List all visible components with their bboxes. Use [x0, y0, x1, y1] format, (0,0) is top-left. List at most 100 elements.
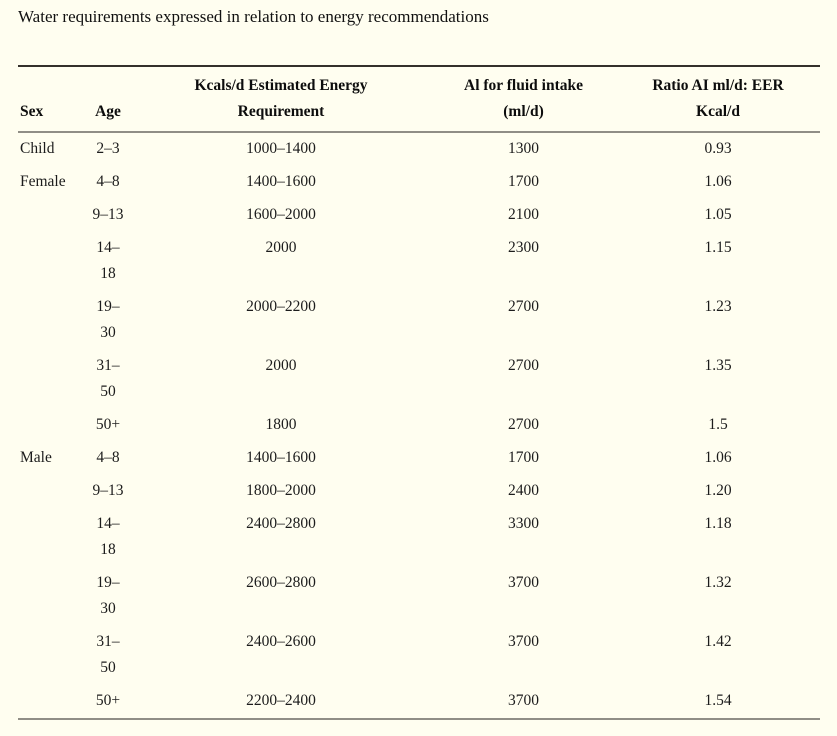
sex-cell — [18, 294, 85, 346]
table-row: 9–13 1800–2000 2400 1.20 — [18, 475, 820, 508]
table-row: 31– 50 2400–2600 3700 1.42 — [18, 626, 820, 685]
table-row: 19– 30 2000–2200 2700 1.23 — [18, 291, 820, 350]
table-row: Child 2–3 1000–1400 1300 0.93 — [18, 133, 820, 166]
header-line: Kcals/d Estimated Energy — [194, 77, 368, 94]
age-cell: 9–13 — [85, 202, 131, 228]
eer-cell: 2400–2800 — [246, 515, 316, 532]
age-line: 30 — [100, 600, 116, 617]
age-line: 9–13 — [92, 482, 124, 499]
ai-cell: 3700 — [508, 574, 539, 591]
ratio-cell: 1.15 — [704, 239, 732, 256]
age-cell: 50+ — [85, 688, 131, 714]
sex-cell — [18, 688, 85, 714]
eer-cell: 1000–1400 — [246, 140, 316, 157]
age-line: 14– — [96, 239, 120, 256]
ratio-cell: 1.32 — [704, 574, 732, 591]
header-line: Al for fluid intake — [464, 77, 583, 94]
column-header-fluid-intake: Al for fluid intake (ml/d) — [431, 73, 616, 125]
page-title: Water requirements expressed in relation… — [18, 7, 489, 26]
ai-cell: 2700 — [508, 416, 539, 433]
sex-cell — [18, 202, 85, 228]
table-body: Child 2–3 1000–1400 1300 0.93 Female 4–8… — [18, 133, 820, 718]
age-line: 19– — [96, 298, 120, 315]
ai-cell: 3300 — [508, 515, 539, 532]
table-row: Male 4–8 1400–1600 1700 1.06 — [18, 442, 820, 475]
age-cell: 19– 30 — [85, 570, 131, 622]
eer-cell: 1600–2000 — [246, 206, 316, 223]
document-page: Water requirements expressed in relation… — [18, 7, 820, 720]
ratio-cell: 1.5 — [708, 416, 728, 433]
age-line: 18 — [100, 265, 116, 282]
age-cell: 19– 30 — [85, 294, 131, 346]
eer-cell: 2000 — [265, 357, 297, 374]
eer-cell: 2200–2400 — [246, 692, 316, 709]
eer-cell: 1800–2000 — [246, 482, 316, 499]
ai-cell: 1700 — [508, 173, 539, 190]
ratio-cell: 1.35 — [704, 357, 732, 374]
header-line: (ml/d) — [503, 103, 544, 120]
sex-cell — [18, 570, 85, 622]
age-cell: 14– 18 — [85, 511, 131, 563]
table-row: 50+ 2200–2400 3700 1.54 — [18, 685, 820, 718]
age-cell: 31– 50 — [85, 629, 131, 681]
age-line: 31– — [96, 357, 120, 374]
column-header-age: Age — [85, 73, 131, 125]
ratio-cell: 1.18 — [704, 515, 732, 532]
age-line: 50+ — [95, 416, 121, 433]
ratio-cell: 1.06 — [704, 449, 732, 466]
column-header-ratio: Ratio AI ml/d: EER Kcal/d — [616, 73, 820, 125]
column-header-eer: Kcals/d Estimated Energy Requirement — [131, 73, 431, 125]
table-row: Female 4–8 1400–1600 1700 1.06 — [18, 166, 820, 199]
ai-cell: 3700 — [508, 633, 539, 650]
age-cell: 2–3 — [85, 136, 131, 162]
eer-cell: 2400–2600 — [246, 633, 316, 650]
age-line: 4–8 — [96, 173, 120, 190]
sex-cell — [18, 511, 85, 563]
header-line: Age — [95, 103, 121, 120]
column-header-sex: Sex — [18, 73, 85, 125]
ratio-cell: 1.05 — [704, 206, 732, 223]
age-line: 50+ — [95, 692, 121, 709]
ratio-cell: 1.42 — [704, 633, 732, 650]
sex-cell — [18, 353, 85, 405]
header-line: Sex — [20, 103, 44, 120]
header-line: Requirement — [237, 103, 325, 120]
table-row: 19– 30 2600–2800 3700 1.32 — [18, 567, 820, 626]
table-row: 31– 50 2000 2700 1.35 — [18, 350, 820, 409]
ratio-cell: 1.20 — [704, 482, 732, 499]
ai-cell: 2700 — [508, 298, 539, 315]
age-line: 18 — [100, 541, 116, 558]
ratio-cell: 0.93 — [704, 140, 732, 157]
header-line: Kcal/d — [696, 103, 740, 120]
sex-cell: Female — [20, 173, 66, 190]
age-line: 2–3 — [96, 140, 120, 157]
sex-cell — [18, 412, 85, 438]
table-row: 14– 18 2000 2300 1.15 — [18, 232, 820, 291]
ai-cell: 1300 — [508, 140, 539, 157]
table-row: 14– 18 2400–2800 3300 1.18 — [18, 508, 820, 567]
ratio-cell: 1.06 — [704, 173, 732, 190]
age-line: 19– — [96, 574, 120, 591]
ratio-cell: 1.23 — [704, 298, 732, 315]
sex-cell — [18, 629, 85, 681]
ai-cell: 2100 — [508, 206, 539, 223]
age-line: 50 — [100, 659, 116, 676]
eer-cell: 1400–1600 — [246, 173, 316, 190]
age-cell: 4–8 — [85, 445, 131, 471]
sex-cell: Male — [20, 449, 52, 466]
ratio-cell: 1.54 — [704, 692, 732, 709]
table-row: 50+ 1800 2700 1.5 — [18, 409, 820, 442]
age-cell: 14– 18 — [85, 235, 131, 287]
sex-cell: Child — [20, 140, 55, 157]
eer-cell: 2000 — [265, 239, 297, 256]
eer-cell: 1400–1600 — [246, 449, 316, 466]
age-line: 4–8 — [96, 449, 120, 466]
ai-cell: 2400 — [508, 482, 539, 499]
sex-cell — [18, 235, 85, 287]
age-line: 31– — [96, 633, 120, 650]
age-line: 14– — [96, 515, 120, 532]
ai-cell: 3700 — [508, 692, 539, 709]
ai-cell: 1700 — [508, 449, 539, 466]
eer-cell: 2600–2800 — [246, 574, 316, 591]
ai-cell: 2300 — [508, 239, 539, 256]
